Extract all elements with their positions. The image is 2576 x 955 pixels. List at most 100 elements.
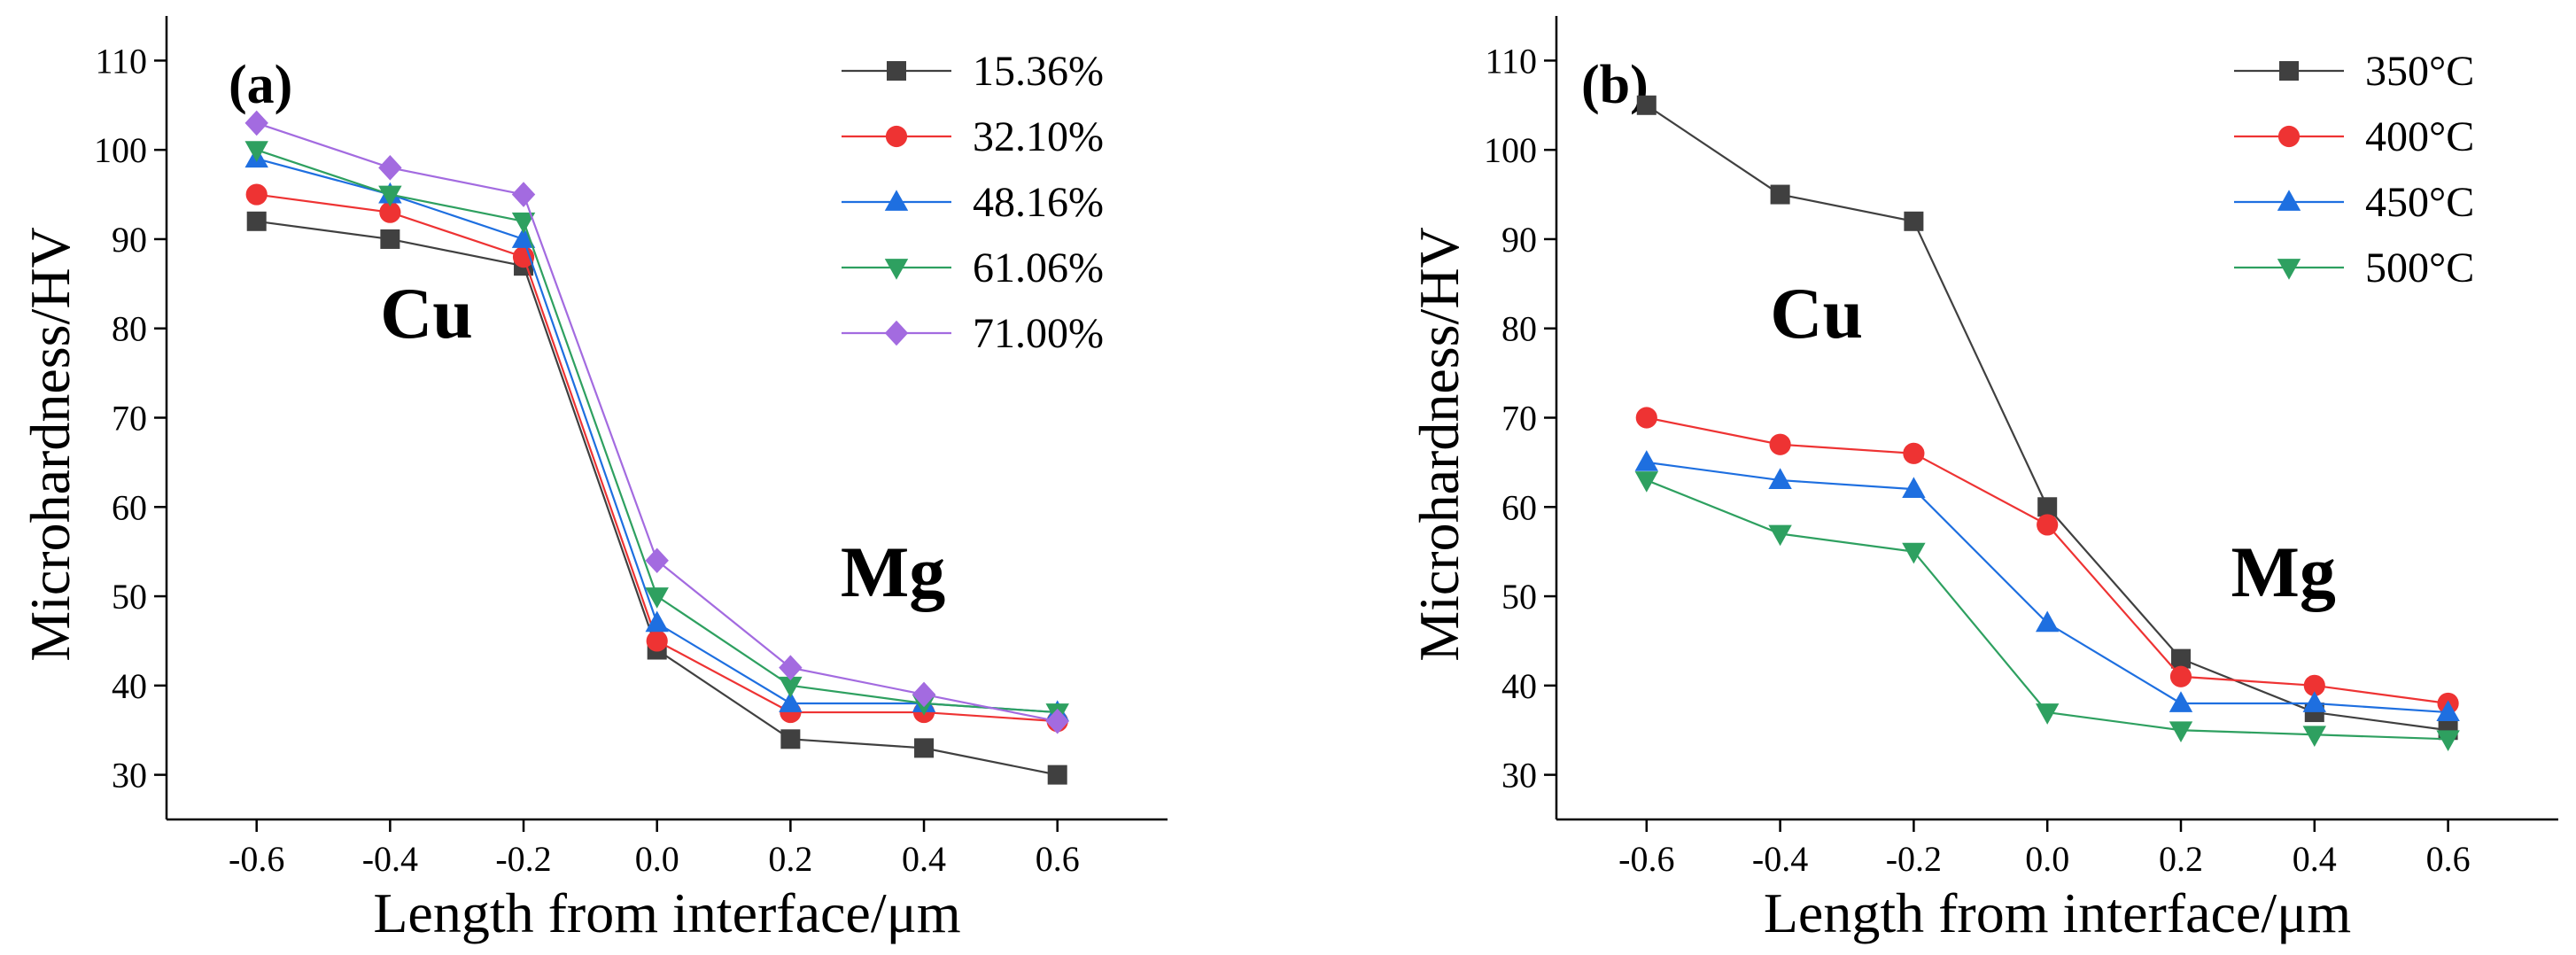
data-point bbox=[378, 155, 402, 181]
data-point bbox=[779, 691, 803, 712]
legend-marker bbox=[2279, 61, 2299, 81]
data-point bbox=[912, 681, 936, 708]
series-line bbox=[1646, 104, 2448, 732]
data-point bbox=[2303, 674, 2325, 696]
data-point bbox=[2169, 691, 2193, 712]
x-tick-label: 0.0 bbox=[635, 839, 679, 879]
chart-panel-b: 30 40 50 60 70 80 90 100 110 -0.6 -0.4 -0.2 0.0 0.2 0.… bbox=[1408, 16, 2558, 944]
y-tick-label: 100 bbox=[94, 130, 147, 170]
data-point bbox=[244, 141, 268, 162]
legend-marker bbox=[884, 190, 909, 211]
data-point bbox=[1903, 442, 1925, 464]
y-tick-label: 50 bbox=[1501, 577, 1537, 617]
legend-marker bbox=[887, 61, 906, 81]
series-2 bbox=[1634, 450, 2460, 721]
data-point bbox=[2436, 730, 2460, 752]
data-point bbox=[511, 182, 536, 207]
y-axis-title: Microhardness/HV bbox=[1408, 227, 1470, 662]
series-1 bbox=[245, 183, 1068, 733]
series-0 bbox=[1636, 95, 2458, 741]
data-point bbox=[380, 229, 400, 249]
annotation-cu: Cu bbox=[1770, 273, 1863, 353]
x-tick-label: -0.2 bbox=[1886, 839, 1942, 879]
data-point bbox=[1635, 407, 1657, 429]
legend-marker bbox=[2277, 190, 2301, 211]
y-tick-label: 70 bbox=[112, 399, 147, 439]
data-point bbox=[379, 201, 401, 223]
legend-label: 61.06% bbox=[973, 245, 1104, 291]
panel-label: (a) bbox=[229, 55, 292, 115]
y-axis-title: Microhardness/HV bbox=[19, 227, 81, 662]
x-tick-label: 0.0 bbox=[2025, 839, 2069, 879]
data-point bbox=[246, 211, 267, 231]
legend-marker bbox=[2277, 259, 2301, 280]
y-tick-label: 60 bbox=[112, 487, 147, 527]
data-point bbox=[780, 729, 801, 749]
data-point bbox=[1904, 211, 1924, 231]
legend-marker bbox=[884, 259, 909, 280]
x-tick-label: 0.2 bbox=[2159, 839, 2203, 879]
y-tick-label: 40 bbox=[112, 666, 147, 706]
data-point bbox=[2035, 703, 2060, 725]
data-point bbox=[2037, 497, 2058, 517]
data-point bbox=[512, 246, 535, 268]
x-axis-title: Length from interface/μm bbox=[373, 881, 960, 944]
data-point bbox=[1634, 450, 1658, 471]
y-tick-label: 30 bbox=[112, 756, 147, 796]
x-tick-label: 0.4 bbox=[2293, 839, 2337, 879]
y-tick-label: 30 bbox=[1501, 756, 1537, 796]
data-point bbox=[646, 630, 668, 652]
data-point bbox=[2170, 648, 2191, 669]
annotation-cu: Cu bbox=[380, 273, 473, 353]
legend-label: 350°C bbox=[2365, 48, 2474, 95]
data-point bbox=[779, 655, 803, 680]
legend: 350°C 400°C 450°C 500°C bbox=[2234, 48, 2474, 291]
data-point bbox=[645, 610, 669, 633]
data-point bbox=[378, 185, 402, 207]
x-tick-label: -0.2 bbox=[495, 839, 551, 879]
legend-label: 15.36% bbox=[973, 48, 1104, 95]
data-point bbox=[2302, 691, 2326, 712]
x-tick-label: -0.4 bbox=[362, 839, 418, 879]
data-point bbox=[1045, 708, 1069, 734]
legend-label: 32.10% bbox=[973, 113, 1104, 160]
y-tick-label: 40 bbox=[1501, 666, 1537, 706]
data-point bbox=[245, 183, 268, 206]
y-tick-label: 80 bbox=[112, 309, 147, 349]
legend-label: 450°C bbox=[2365, 179, 2474, 226]
y-tick-label: 110 bbox=[95, 41, 147, 81]
data-point bbox=[1768, 468, 1792, 489]
y-tick-label: 80 bbox=[1501, 309, 1537, 349]
data-point bbox=[1636, 95, 1657, 115]
data-point bbox=[645, 587, 669, 609]
x-tick-label: -0.6 bbox=[229, 839, 284, 879]
x-tick-label: 0.6 bbox=[2426, 839, 2471, 879]
y-tick-label: 50 bbox=[112, 577, 147, 617]
data-point bbox=[2302, 726, 2326, 748]
data-point bbox=[1902, 477, 1926, 499]
data-point bbox=[1769, 433, 1791, 455]
data-point bbox=[511, 212, 536, 234]
x-tick-label: 0.6 bbox=[1036, 839, 1080, 879]
data-point bbox=[2035, 610, 2060, 633]
annotation-mg: Mg bbox=[2231, 532, 2336, 612]
legend: 15.36% 32.10% 48.16% 61.06% 71.00% bbox=[842, 48, 1104, 357]
data-point bbox=[1047, 765, 1067, 785]
chart-panel-a: 30 40 50 60 70 80 90 100 110 -0.6 -0.4 -0.2 0.0 0.2 0.… bbox=[19, 16, 1168, 944]
series-3 bbox=[1634, 471, 2460, 752]
data-point bbox=[244, 110, 268, 136]
data-point bbox=[2037, 514, 2059, 536]
legend-marker bbox=[2277, 125, 2301, 148]
x-tick-label: -0.4 bbox=[1752, 839, 1808, 879]
data-point bbox=[1902, 542, 1926, 564]
data-point bbox=[2436, 700, 2460, 721]
legend-marker bbox=[884, 320, 909, 346]
y-tick-label: 110 bbox=[1485, 41, 1537, 81]
data-point bbox=[2169, 665, 2192, 687]
legend-marker bbox=[885, 125, 908, 148]
x-tick-label: 0.2 bbox=[768, 839, 812, 879]
y-tick-label: 60 bbox=[1501, 487, 1537, 527]
data-point bbox=[1768, 524, 1792, 547]
data-point bbox=[2169, 721, 2193, 742]
